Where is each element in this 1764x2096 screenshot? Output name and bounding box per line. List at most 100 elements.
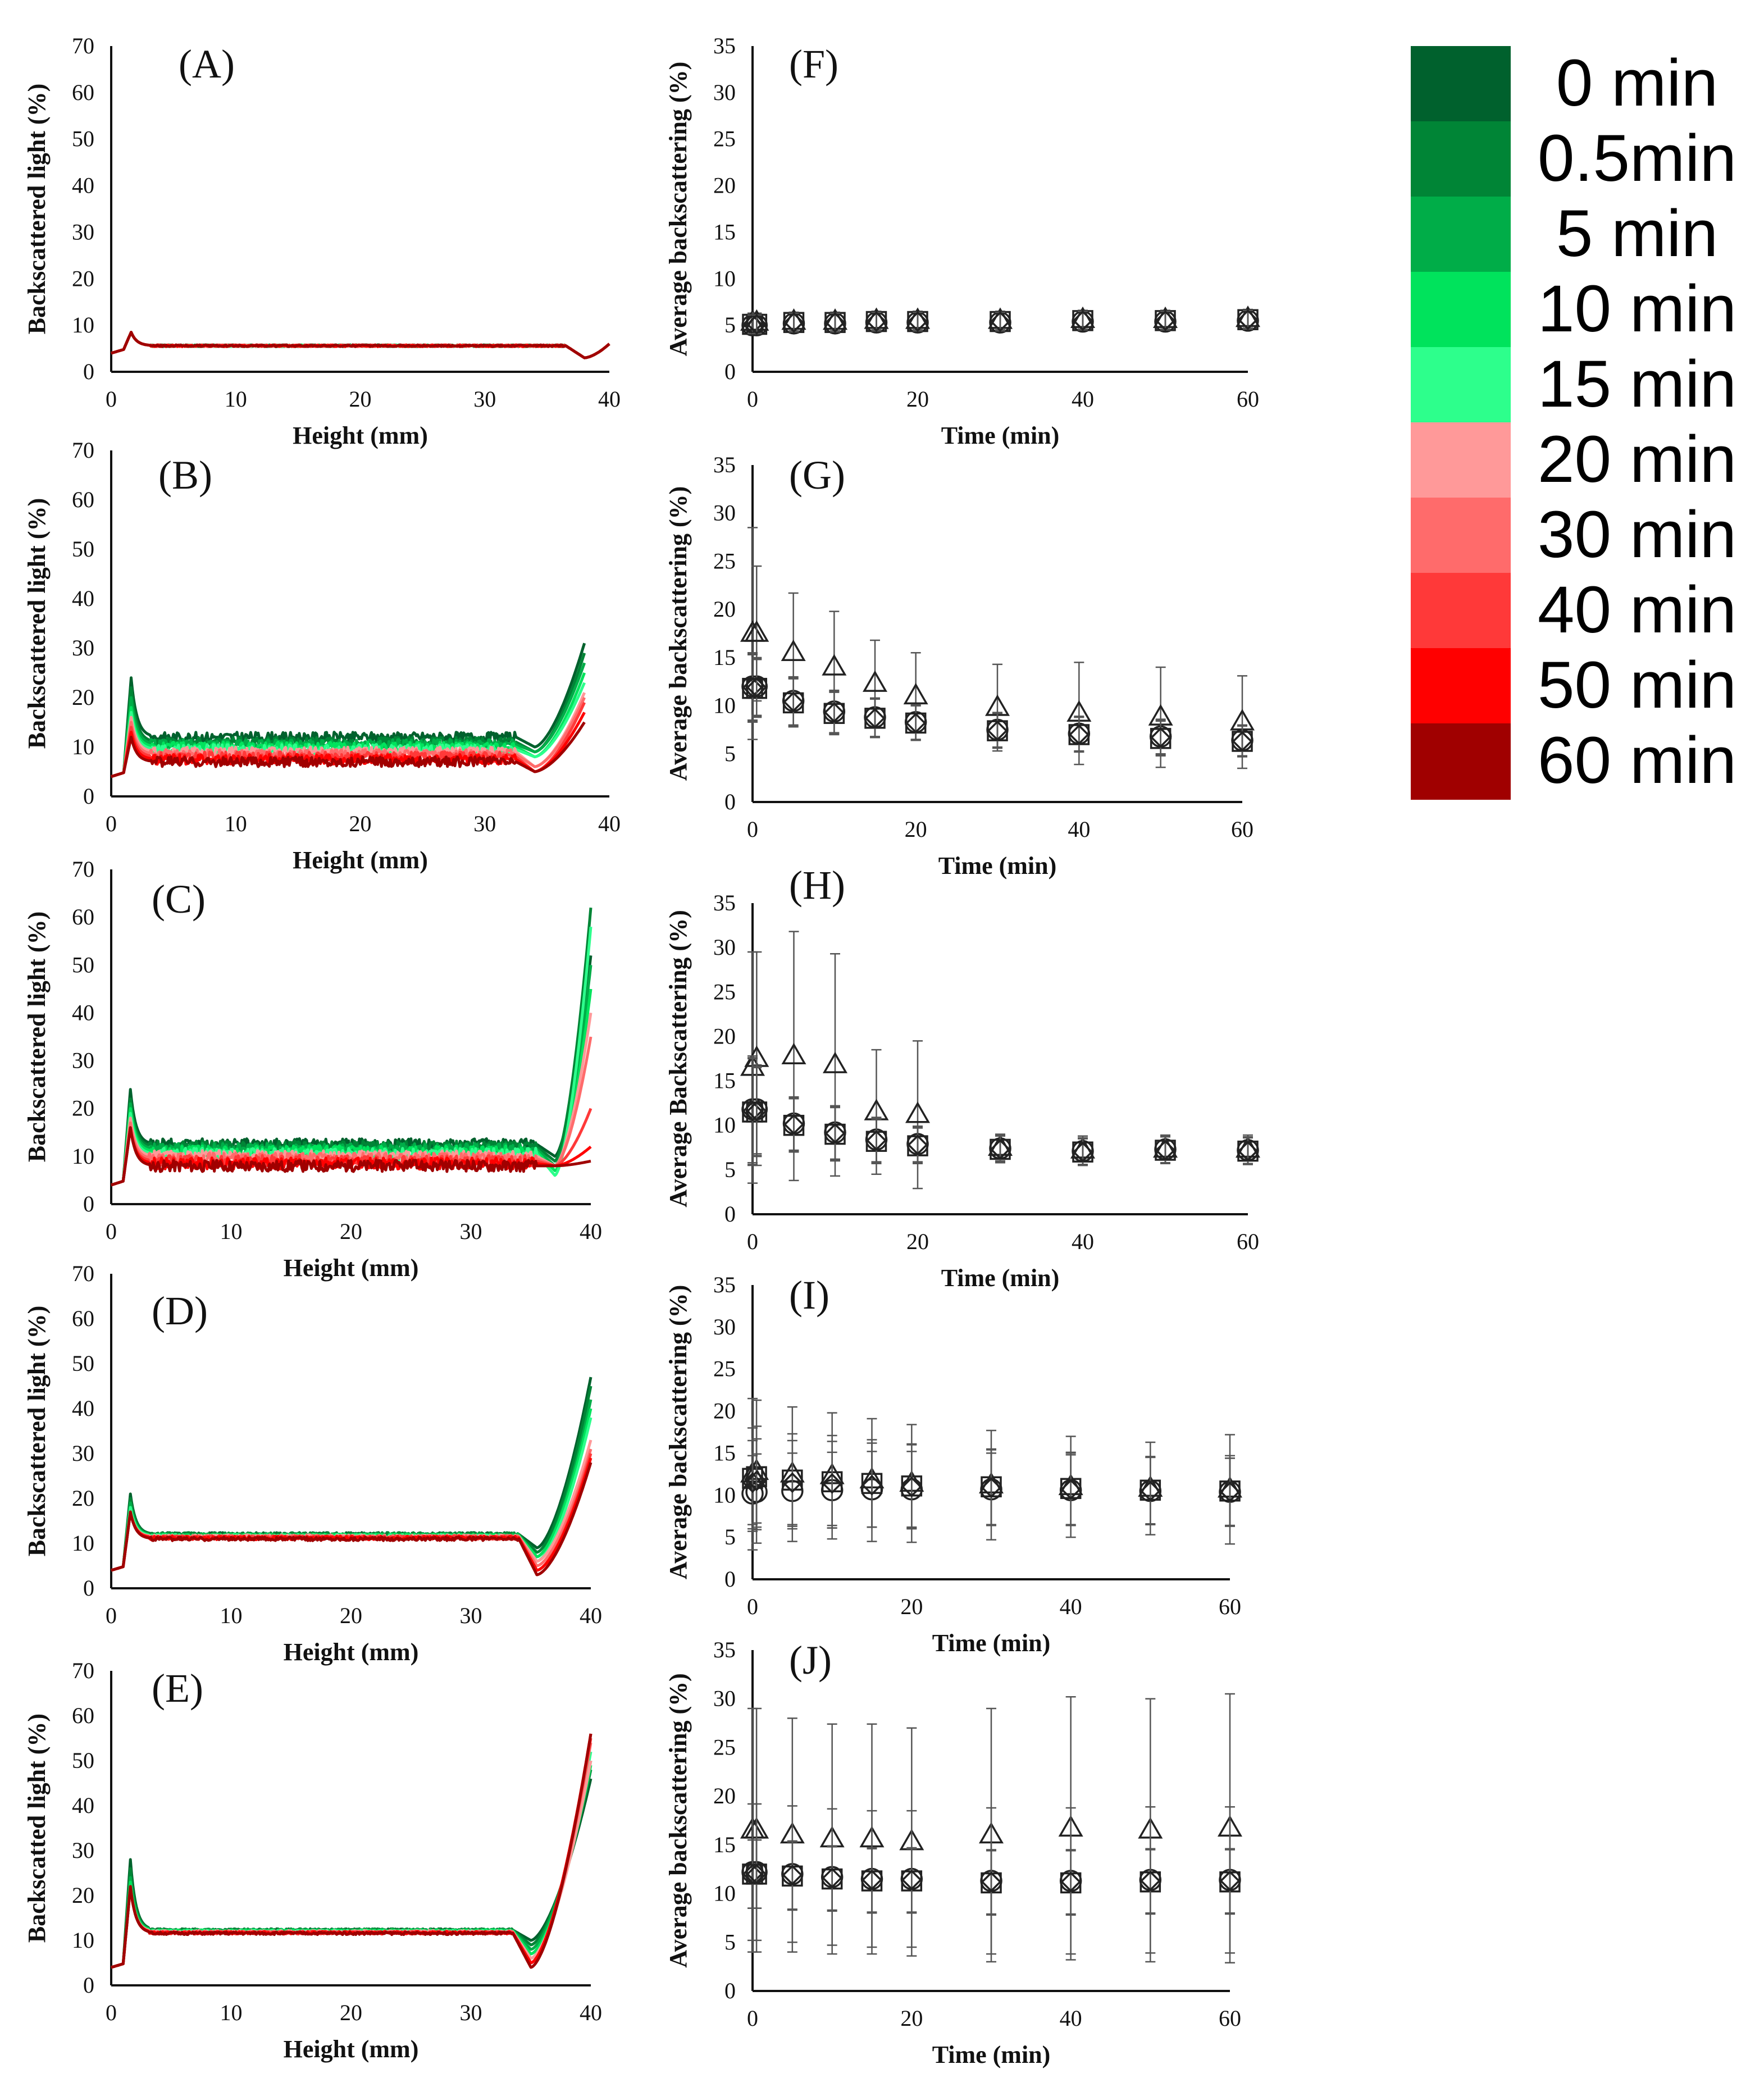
y-tick-label: 50 [72,536,94,562]
y-tick-label: 70 [72,1658,94,1683]
x-tick-label: 0 [106,2000,117,2025]
legend-item: 50 min [1411,648,1736,725]
legend-item: 0.5min [1411,121,1736,198]
x-tick-label: 0 [747,1229,758,1254]
x-tick-label: 40 [1060,1594,1082,1619]
y-tick-label: 10 [72,1530,94,1556]
y-tick-label: 70 [72,33,94,58]
marker-diamond [1237,309,1259,330]
marker-diamond [866,311,887,332]
marker-diamond [822,1473,843,1494]
legend-item: 5 min [1411,197,1718,273]
marker-diamond [1068,724,1090,745]
y-axis-title: Backscattered light (%) [23,498,51,749]
y-tick-label: 30 [713,1686,736,1711]
x-tick-label: 10 [225,386,247,412]
y-tick-label: 0 [83,1972,94,1998]
marker-triangle [781,1042,806,1065]
y-tick-label: 35 [713,1272,736,1297]
y-tick-label: 10 [72,1143,94,1169]
y-tick-label: 20 [713,173,736,198]
x-axis-title: Time (min) [932,2041,1051,2068]
x-axis-title: Time (min) [932,1629,1051,1657]
x-axis-title: Height (mm) [293,422,428,449]
legend-item: 15 min [1411,347,1736,423]
y-tick-label: 50 [72,952,94,977]
y-tick-label: 25 [713,548,736,573]
y-tick-label: 20 [72,1486,94,1511]
marker-triangle [862,670,888,692]
series-line-5min [111,1399,592,1572]
x-tick-label: 20 [340,1219,362,1244]
legend-item: 0 min [1411,46,1718,122]
y-tick-label: 25 [713,126,736,152]
x-tick-label: 20 [900,2006,923,2031]
y-tick-label: 0 [83,1575,94,1601]
marker-triangle [744,620,769,642]
x-tick-label: 30 [460,1603,482,1628]
x-tick-label: 10 [220,1603,243,1628]
panel-label: (B) [158,453,212,498]
y-tick-label: 50 [72,126,94,152]
legend-label: 15 min [1538,347,1736,421]
y-tick-label: 0 [724,789,736,814]
y-tick-label: 10 [713,1113,736,1138]
y-tick-label: 30 [713,1314,736,1339]
y-tick-label: 20 [72,1883,94,1908]
y-tick-label: 40 [72,1396,94,1421]
marker-diamond [866,1130,887,1151]
marker-diamond [824,1123,846,1144]
marker-diamond [824,312,846,333]
x-tick-label: 0 [747,817,758,842]
marker-diamond [981,1871,1002,1893]
legend-item: 20 min [1411,422,1736,499]
y-axis-title: Backscattered light (%) [23,84,51,334]
y-tick-label: 30 [72,635,94,660]
marker-diamond [987,720,1008,741]
series-line-60min [111,331,610,359]
marker-triangle [903,682,928,705]
legend-label: 20 min [1538,422,1736,496]
legend-label: 0.5min [1538,121,1736,195]
y-tick-label: 40 [72,173,94,198]
y-tick-label: 35 [713,33,736,58]
x-tick-label: 40 [1072,386,1094,412]
y-tick-label: 20 [72,266,94,291]
y-tick-label: 0 [83,783,94,809]
x-axis-title: Height (mm) [284,1638,419,1666]
y-tick-label: 10 [72,1928,94,1953]
x-tick-label: 20 [340,2000,362,2025]
y-tick-label: 25 [713,979,736,1004]
series-diamond [742,1839,1241,1915]
y-tick-label: 40 [72,1793,94,1818]
marker-diamond [990,1138,1011,1160]
marker-diamond [746,1100,767,1122]
y-tick-label: 5 [724,1929,736,1954]
legend-item: 40 min [1411,573,1736,649]
y-tick-label: 15 [713,219,736,244]
x-tick-label: 20 [906,386,929,412]
x-tick-label: 60 [1237,386,1259,412]
y-tick-label: 60 [72,80,94,105]
legend-swatch [1411,121,1511,198]
x-tick-label: 0 [747,386,758,412]
y-tick-label: 70 [72,1261,94,1286]
panel-G: 0 5 10 15 20 25 30 35 0 20 40 60 Time (min) Average b… [664,452,1255,880]
series-line-60min [111,721,586,778]
y-tick-label: 50 [72,1351,94,1376]
y-tick-label: 5 [724,1157,736,1182]
y-tick-label: 35 [713,1637,736,1662]
y-tick-label: 40 [72,1000,94,1025]
legend-swatch [1411,573,1511,649]
legend-label: 50 min [1538,648,1736,722]
marker-diamond [742,1472,763,1493]
panel-label: (J) [789,1638,832,1683]
x-tick-label: 20 [349,386,372,412]
x-tick-label: 40 [580,1603,602,1628]
x-tick-label: 20 [900,1594,923,1619]
panel-I: 0 5 10 15 20 25 30 35 0 20 40 60 Time (min) Average b… [664,1272,1243,1657]
x-tick-label: 30 [473,811,496,836]
marker-diamond [1232,731,1253,752]
series-diamond [742,1438,1241,1530]
